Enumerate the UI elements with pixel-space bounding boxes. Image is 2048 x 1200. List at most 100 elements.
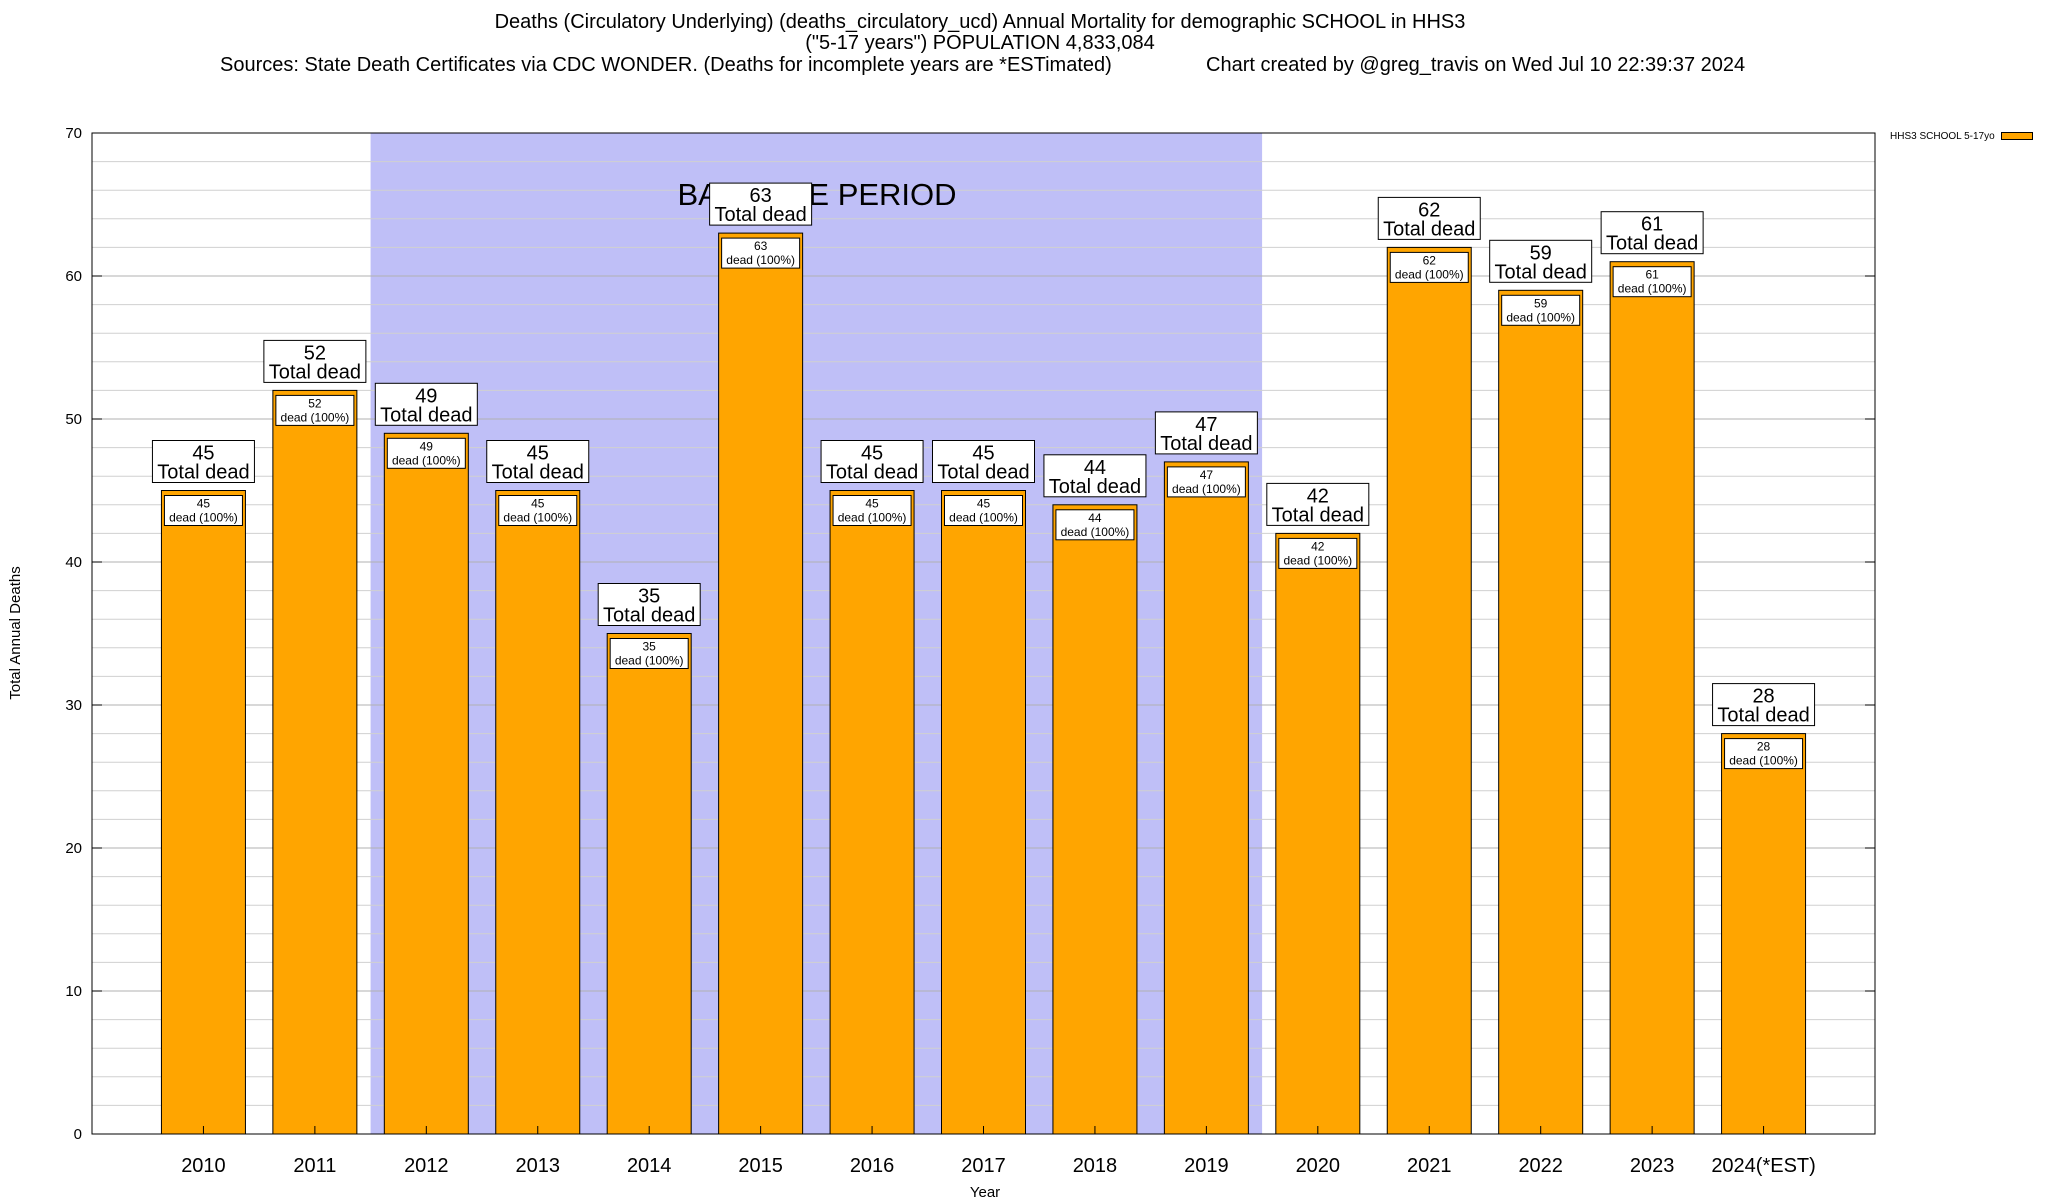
x-tick-label: 2012 [404,1155,449,1177]
bar [272,389,358,1135]
total-label-text: Total dead [1606,233,1698,255]
total-label-value: 63 [750,185,772,207]
inner-label-box [1166,466,1246,498]
total-label-value: 61 [1641,214,1663,236]
total-label-value: 47 [1195,414,1217,436]
bar [1609,261,1695,1135]
inner-label-text: dead (100%) [169,511,238,525]
y-tick-label: 50 [65,411,82,428]
inner-label-box [721,237,801,269]
total-label-text: Total dead [1160,433,1252,455]
bar [1721,733,1807,1135]
y-tick-label: 40 [65,554,82,571]
inner-label-box [386,437,466,469]
total-label-box [263,339,367,383]
inner-label-box [163,495,243,526]
bar [1275,532,1361,1135]
y-axis-label: Total Annual Deaths [7,566,24,699]
x-tick-label: 2016 [850,1155,895,1177]
inner-label-box [944,495,1023,526]
chart-subtitle: ("5-17 years") POPULATION 4,833,084 [805,32,1155,54]
inner-label-text: dead (100%) [1172,482,1241,496]
x-tick-label: 2011 [293,1155,336,1177]
total-label-text: Total dead [714,204,806,226]
inner-label-value: 35 [643,640,657,654]
bar [495,490,581,1135]
total-label-value: 52 [304,342,326,364]
inner-label-value: 42 [1311,539,1325,553]
inner-label-box [1389,251,1469,283]
total-label-text: Total dead [1272,504,1364,526]
total-label-text: Total dead [1717,705,1809,727]
total-label-value: 45 [972,443,994,465]
total-label-box [151,440,255,483]
total-label-value: 45 [861,443,883,465]
inner-label-text: dead (100%) [1729,754,1798,768]
total-label-box [1712,683,1816,727]
inner-label-value: 61 [1645,268,1659,282]
y-tick-label: 0 [74,1126,82,1143]
inner-label-text: dead (100%) [838,511,907,525]
bar [383,432,469,1135]
bar [1052,504,1138,1135]
bar [1498,289,1584,1135]
inner-label-value: 45 [531,497,545,511]
inner-label-box [498,495,578,526]
bar [718,232,804,1135]
x-tick-label: 2020 [1296,1155,1341,1177]
total-label-text: Total dead [492,462,584,484]
y-tick-label: 70 [65,125,82,142]
inner-label-box [1724,738,1804,770]
inner-label-box [832,495,912,526]
inner-label-box [275,394,355,426]
total-label-text: Total dead [937,462,1029,484]
bar [160,490,246,1135]
inner-label-text: dead (100%) [503,511,572,525]
chart-sources: Sources: State Death Certificates via CD… [220,54,1112,76]
total-label-value: 45 [527,443,549,465]
legend: HHS3 SCHOOL 5-17yo [1890,131,2033,142]
bar [1386,246,1472,1135]
total-label-value: 59 [1530,242,1552,264]
inner-label-box [1612,266,1692,298]
inner-label-value: 49 [420,439,434,453]
total-label-box [1489,239,1593,283]
total-label-text: Total dead [269,361,361,383]
total-label-text: Total dead [1495,261,1587,283]
total-label-box [1377,196,1481,240]
x-tick-label: 2017 [961,1155,1006,1177]
y-tick-label: 60 [65,268,82,285]
x-tick-label: 2015 [738,1155,783,1177]
legend-swatch [2000,132,2033,141]
total-label-value: 42 [1307,485,1329,507]
x-tick-label: 2021 [1407,1155,1452,1177]
total-label-text: Total dead [826,462,918,484]
inner-label-value: 59 [1534,296,1548,310]
total-label-value: 62 [1418,199,1440,221]
inner-label-box [609,638,689,669]
x-axis-label: Year [970,1184,1000,1200]
total-label-box [1154,411,1258,455]
total-label-box [932,440,1035,483]
inner-label-value: 62 [1423,253,1437,267]
total-label-text: Total dead [1383,218,1475,240]
inner-label-text: dead (100%) [726,253,795,267]
total-label-box [486,440,590,483]
total-label-value: 45 [192,443,214,465]
total-label-text: Total dead [380,404,472,426]
inner-label-box [1278,537,1358,569]
y-tick-label: 30 [65,697,82,714]
x-tick-label: 2014 [627,1155,672,1177]
total-label-box [820,440,924,483]
y-tick-label: 10 [65,983,82,1000]
total-label-box [1043,454,1147,498]
total-label-value: 35 [638,586,660,608]
total-label-box [597,583,701,626]
inner-label-text: dead (100%) [1283,553,1352,567]
chart-credit: Chart created by @greg_travis on Wed Jul… [1206,54,1746,76]
inner-label-text: dead (100%) [1061,525,1130,539]
x-tick-label: 2023 [1630,1155,1675,1177]
inner-label-value: 45 [197,497,211,511]
x-tick-label: 2024(*EST) [1711,1155,1816,1177]
